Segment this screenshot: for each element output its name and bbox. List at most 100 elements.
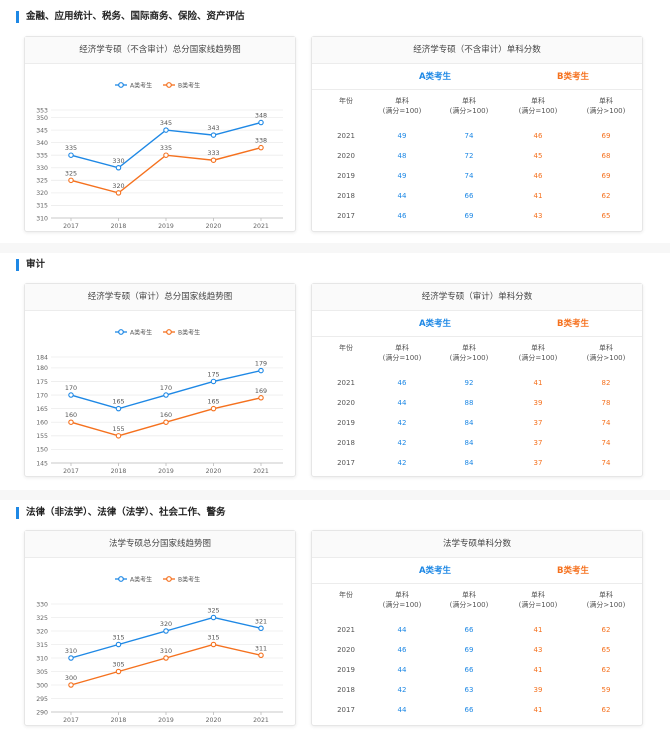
chart-title: 经济学专硕（审计）总分国家线趋势图 (25, 284, 295, 311)
score-cell: 62 (601, 706, 611, 714)
legend-item[interactable]: A类考生 (115, 82, 152, 90)
data-label: 315 (112, 634, 124, 642)
data-point[interactable] (115, 190, 122, 196)
data-label: 330 (112, 157, 124, 165)
year-cell: 2019 (337, 666, 355, 674)
y-tick-label: 335 (36, 153, 48, 160)
data-point[interactable] (68, 419, 74, 425)
data-label: 310 (160, 647, 172, 655)
column-header: 单科 (满分>100) (586, 97, 626, 115)
data-point[interactable] (115, 668, 122, 675)
y-tick-label: 340 (36, 140, 48, 147)
data-point[interactable] (115, 165, 122, 171)
data-point[interactable] (68, 392, 74, 398)
y-tick-label: 184 (36, 354, 48, 361)
data-point[interactable] (163, 152, 169, 158)
data-point[interactable] (115, 405, 122, 412)
data-point[interactable] (68, 655, 74, 661)
y-tick-label: 310 (36, 215, 48, 222)
data-point[interactable] (210, 405, 217, 412)
y-tick-label: 310 (36, 655, 48, 662)
data-point[interactable] (163, 655, 169, 661)
data-point[interactable] (210, 132, 217, 138)
x-tick-label: 2021 (253, 717, 269, 724)
data-point[interactable] (68, 682, 74, 688)
data-label: 160 (65, 411, 77, 419)
score-cell: 78 (601, 399, 611, 407)
y-tick-label: 353 (36, 107, 48, 114)
column-header: 单科 (满分=100) (382, 344, 422, 362)
data-point[interactable] (68, 152, 74, 158)
score-cell: 46 (397, 212, 407, 220)
group-a-label: A类考生 (418, 566, 452, 576)
data-label: 325 (207, 607, 219, 615)
table-title: 经济学专硕（不含审计）单科分数 (312, 37, 642, 64)
data-point[interactable] (210, 641, 217, 648)
legend-item[interactable]: B类考生 (163, 82, 200, 90)
score-cell: 41 (533, 626, 543, 634)
data-point[interactable] (115, 641, 122, 648)
y-tick-label: 330 (36, 601, 48, 608)
score-cell: 74 (601, 459, 611, 467)
data-point[interactable] (258, 144, 264, 151)
y-tick-label: 305 (36, 669, 48, 676)
legend-label: A类考生 (130, 576, 152, 584)
legend-item[interactable]: A类考生 (115, 329, 152, 337)
data-label: 343 (207, 124, 219, 132)
x-tick-label: 2019 (158, 468, 174, 475)
data-point[interactable] (258, 395, 264, 401)
table-row: 2018 42 63 39 59 (312, 680, 642, 700)
score-cell: 69 (464, 212, 474, 220)
table-row: 2021 46 92 41 82 (312, 373, 642, 393)
legend-item[interactable]: B类考生 (163, 576, 200, 584)
score-cell: 72 (464, 152, 474, 160)
legend-item[interactable]: B类考生 (163, 329, 200, 337)
data-point[interactable] (258, 625, 264, 632)
y-tick-label: 160 (36, 420, 48, 427)
data-point[interactable] (210, 614, 217, 621)
data-point[interactable] (163, 392, 169, 398)
column-header-row: 年份 单科 (满分=100) 单科 (满分>100) 单科 (满分=100) 单科 (满分>10… (312, 337, 642, 373)
data-label: 311 (255, 644, 267, 652)
data-label: 170 (160, 384, 172, 392)
year-cell: 2021 (337, 626, 355, 634)
x-tick-label: 2020 (206, 223, 222, 230)
chart-title: 法学专硕总分国家线趋势图 (25, 531, 295, 558)
score-table: A类考生 B类考生 年份 单科 (满分=100) 单科 (满分>100) 单科 (满分=100)… (312, 558, 642, 720)
data-point[interactable] (163, 628, 169, 634)
year-cell: 2018 (337, 686, 355, 694)
score-cell: 41 (533, 666, 543, 674)
table-row: 2021 44 66 41 62 (312, 620, 642, 640)
table-row: 2017 44 66 41 62 (312, 700, 642, 720)
group-header-row: A类考生 B类考生 (312, 311, 642, 337)
score-cell: 42 (397, 686, 407, 694)
score-cell: 88 (464, 399, 474, 407)
score-cell: 92 (464, 379, 474, 387)
score-cell: 39 (533, 399, 543, 407)
score-table-panel: 经济学专硕（审计）单科分数 A类考生 B类考生 年份 单科 (满分=100) 单科 (满分>… (311, 283, 643, 477)
legend-item[interactable]: A类考生 (115, 576, 152, 584)
score-cell: 74 (464, 132, 474, 140)
data-point[interactable] (115, 433, 122, 439)
year-cell: 2018 (337, 439, 355, 447)
score-cell: 42 (397, 419, 407, 427)
data-point[interactable] (258, 652, 264, 659)
score-cell: 41 (533, 379, 543, 387)
data-label: 315 (207, 634, 219, 642)
y-tick-label: 180 (36, 365, 48, 372)
data-point[interactable] (210, 378, 217, 385)
score-cell: 45 (533, 152, 543, 160)
score-table: A类考生 B类考生 年份 单科 (满分=100) 单科 (满分>100) 单科 (满分=100)… (312, 311, 642, 473)
section-title: 审计 (16, 258, 45, 272)
data-point[interactable] (210, 157, 217, 163)
y-tick-label: 145 (36, 460, 48, 467)
table-row: 2018 42 84 37 74 (312, 433, 642, 453)
data-point[interactable] (68, 177, 74, 184)
data-point[interactable] (163, 127, 169, 133)
data-point[interactable] (258, 119, 264, 126)
column-header: 单科 (满分>100) (449, 97, 489, 115)
section-divider (0, 243, 670, 253)
data-point[interactable] (258, 367, 264, 374)
table-title: 法学专硕单科分数 (312, 531, 642, 558)
data-point[interactable] (163, 419, 169, 425)
